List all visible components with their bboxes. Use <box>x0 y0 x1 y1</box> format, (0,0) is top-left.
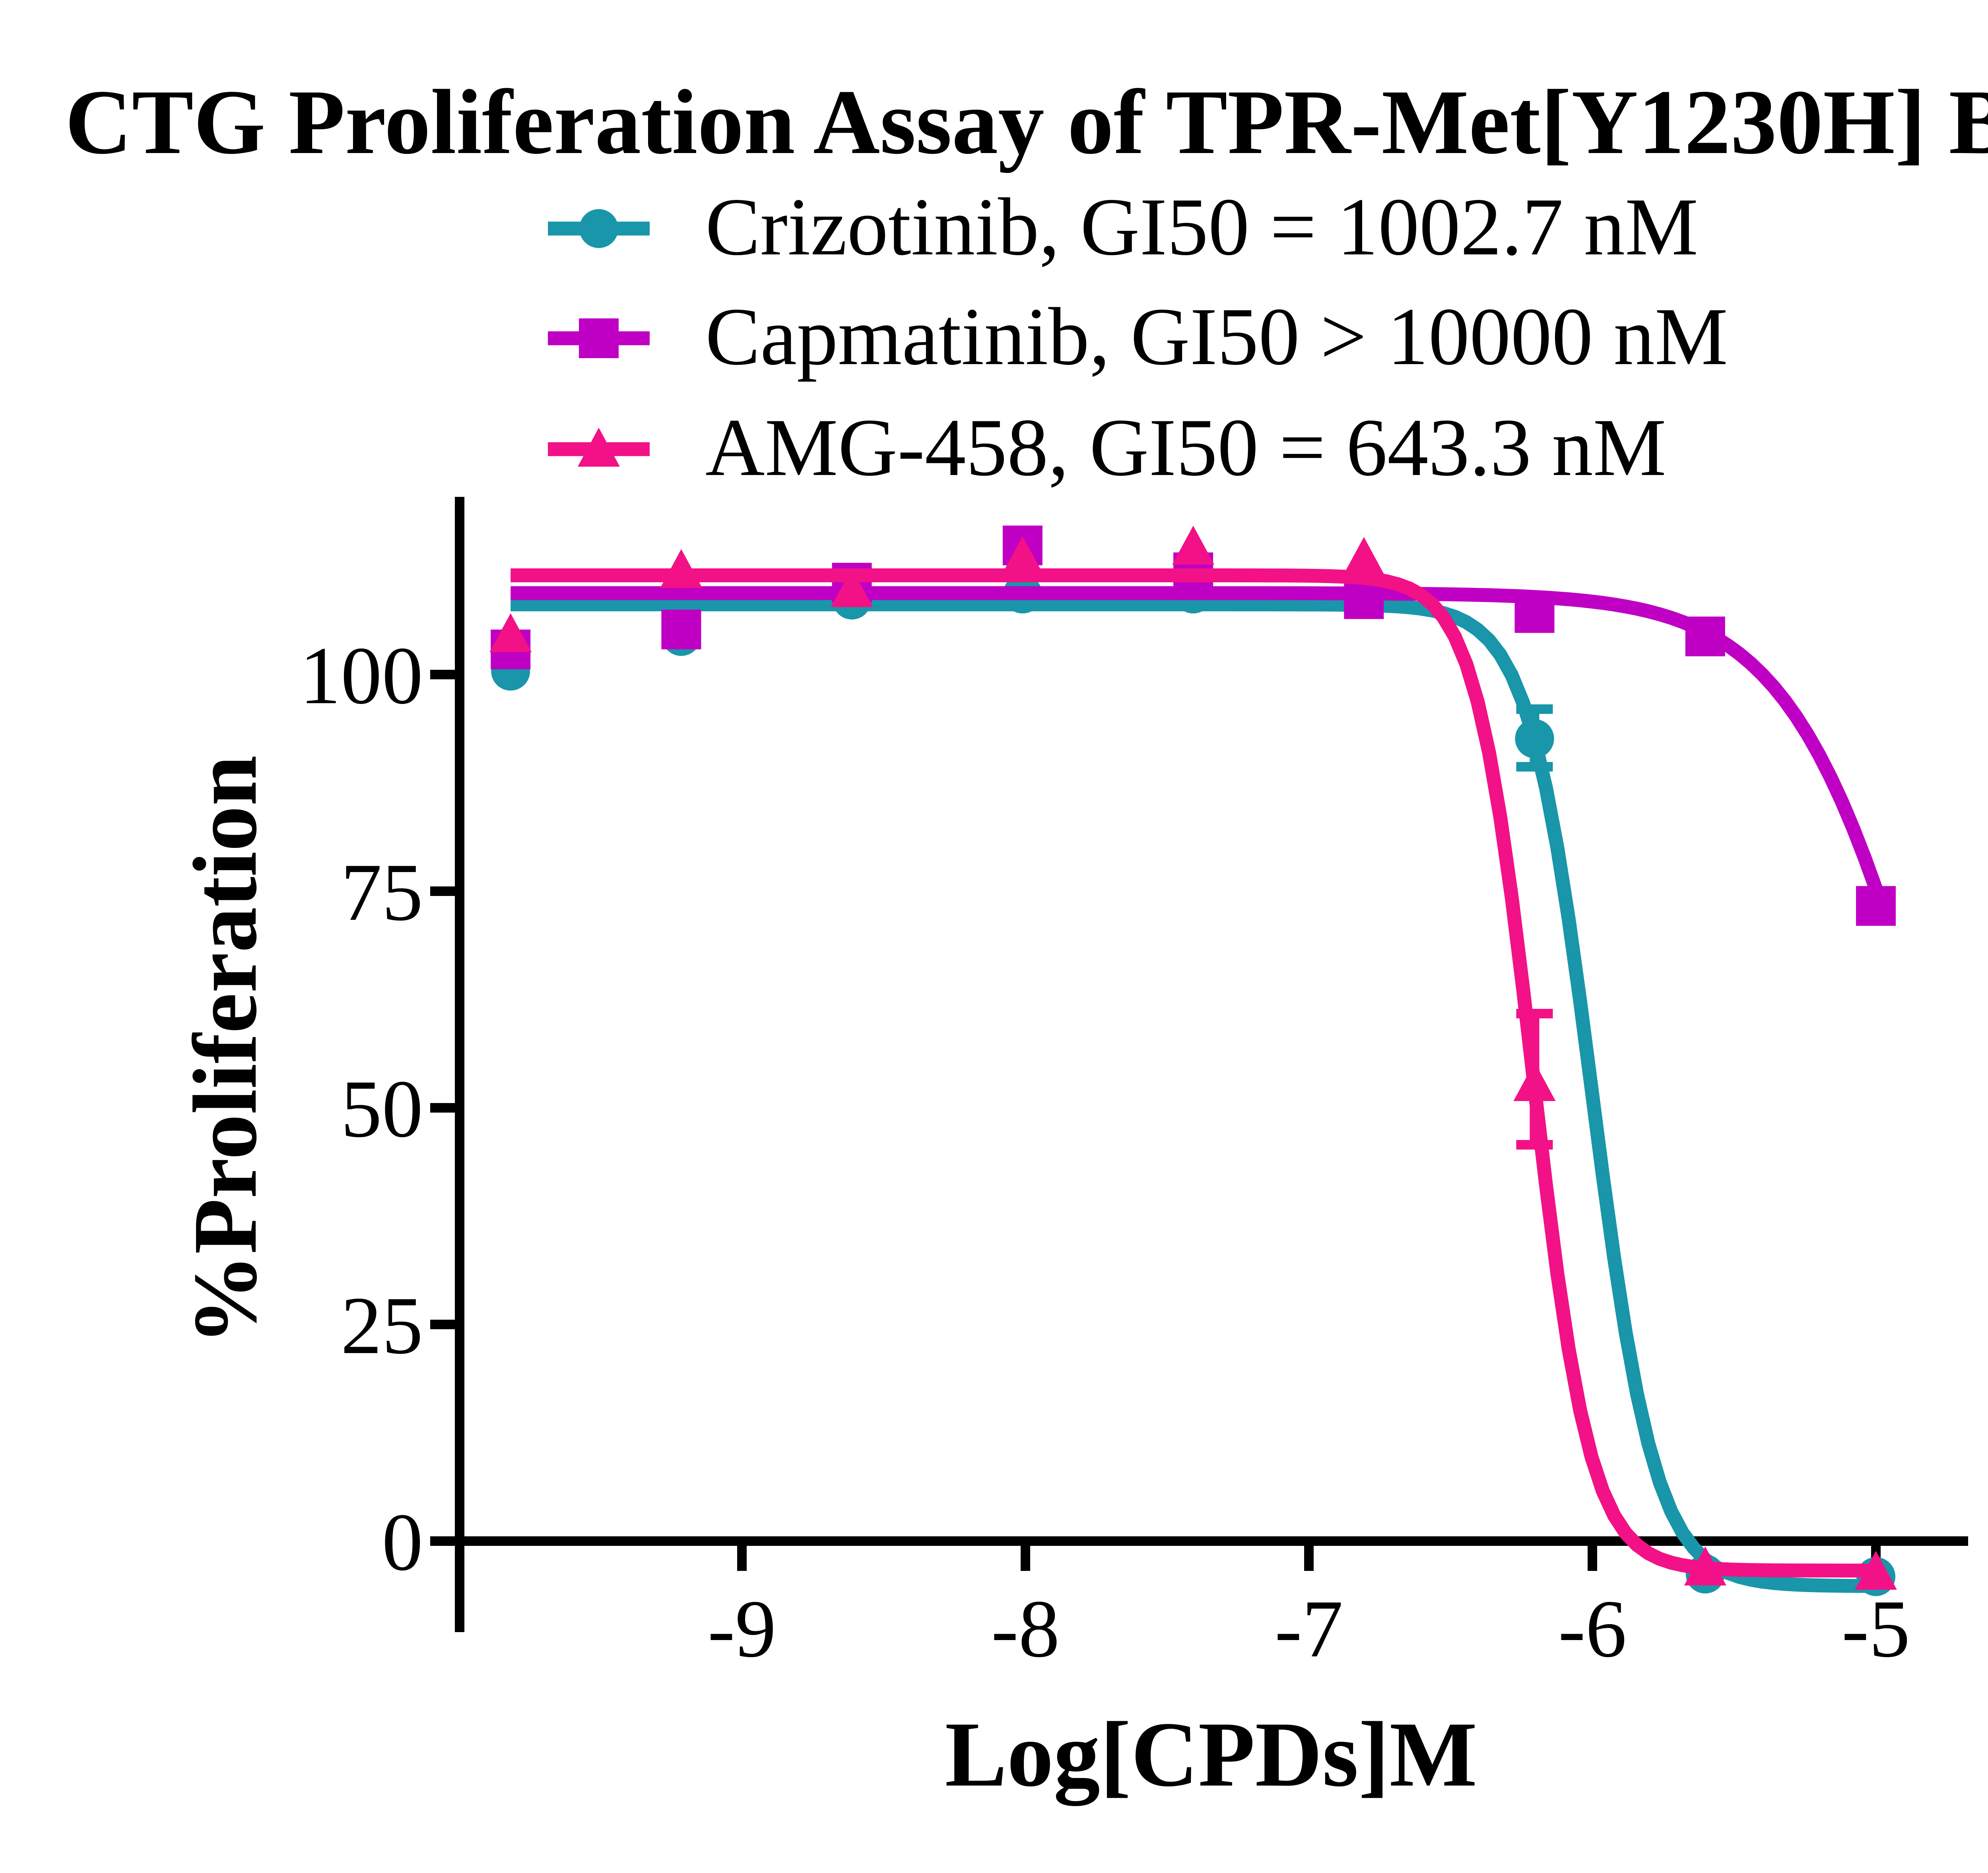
svg-text:-5: -5 <box>1842 1583 1910 1674</box>
svg-text:%Proliferation: %Proliferation <box>175 755 276 1345</box>
svg-text:-9: -9 <box>708 1583 776 1674</box>
svg-text:-8: -8 <box>991 1583 1060 1674</box>
svg-text:50: 50 <box>341 1063 423 1154</box>
svg-text:Crizotinib, GI50 = 1002.7 nM: Crizotinib, GI50 = 1002.7 nM <box>705 181 1698 272</box>
svg-text:25: 25 <box>341 1280 423 1371</box>
svg-text:-6: -6 <box>1558 1583 1627 1674</box>
svg-text:-7: -7 <box>1275 1583 1343 1674</box>
svg-text:100: 100 <box>300 630 423 721</box>
svg-text:AMG-458, GI50 = 643.3 nM: AMG-458, GI50 = 643.3 nM <box>705 402 1666 493</box>
svg-text:75: 75 <box>341 847 423 938</box>
svg-text:CTG Proliferation Assay of TPR: CTG Proliferation Assay of TPR-Met[Y1230… <box>65 71 1988 173</box>
svg-text:0: 0 <box>382 1497 423 1588</box>
svg-text:Log[CPDs]M: Log[CPDs]M <box>945 1702 1477 1806</box>
svg-text:Capmatinib, GI50 > 10000 nM: Capmatinib, GI50 > 10000 nM <box>705 291 1728 382</box>
